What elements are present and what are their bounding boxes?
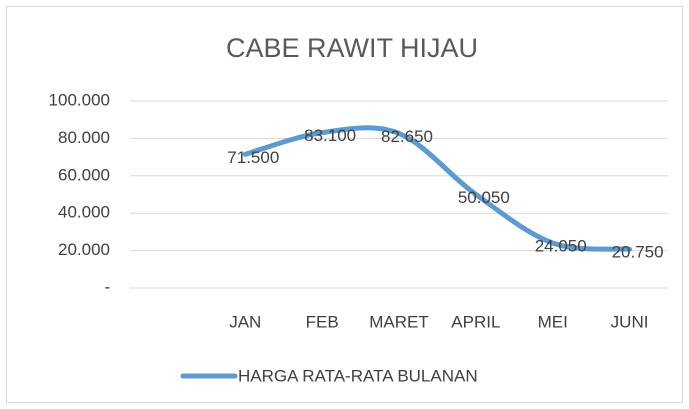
x-tick-label: JUNI xyxy=(611,312,649,331)
x-tick-label: FEB xyxy=(306,312,339,331)
legend-label: HARGA RATA-RATA BULANAN xyxy=(238,366,478,385)
x-tick-label: APRIL xyxy=(451,312,500,331)
y-tick-label: 40.000 xyxy=(58,203,110,222)
data-label: 71.500 xyxy=(227,148,279,167)
y-tick-label: - xyxy=(104,277,110,296)
y-tick-label: 100.000 xyxy=(49,90,110,109)
data-label: 83.100 xyxy=(304,126,356,145)
data-label: 50.050 xyxy=(458,188,510,207)
chart-border xyxy=(6,6,683,403)
y-tick-label: 20.000 xyxy=(58,240,110,259)
y-tick-label: 60.000 xyxy=(58,165,110,184)
line xyxy=(242,125,633,252)
x-tick-label: MEI xyxy=(538,312,568,331)
data-label: 82.650 xyxy=(381,127,433,146)
y-tick-label: 80.000 xyxy=(58,128,110,147)
data-label: 20.750 xyxy=(612,243,664,262)
chart-title: CABE RAWIT HIJAU xyxy=(226,33,478,63)
x-tick-label: MARET xyxy=(369,312,429,331)
x-tick-label: JAN xyxy=(229,312,261,331)
data-label: 24.050 xyxy=(535,237,587,256)
